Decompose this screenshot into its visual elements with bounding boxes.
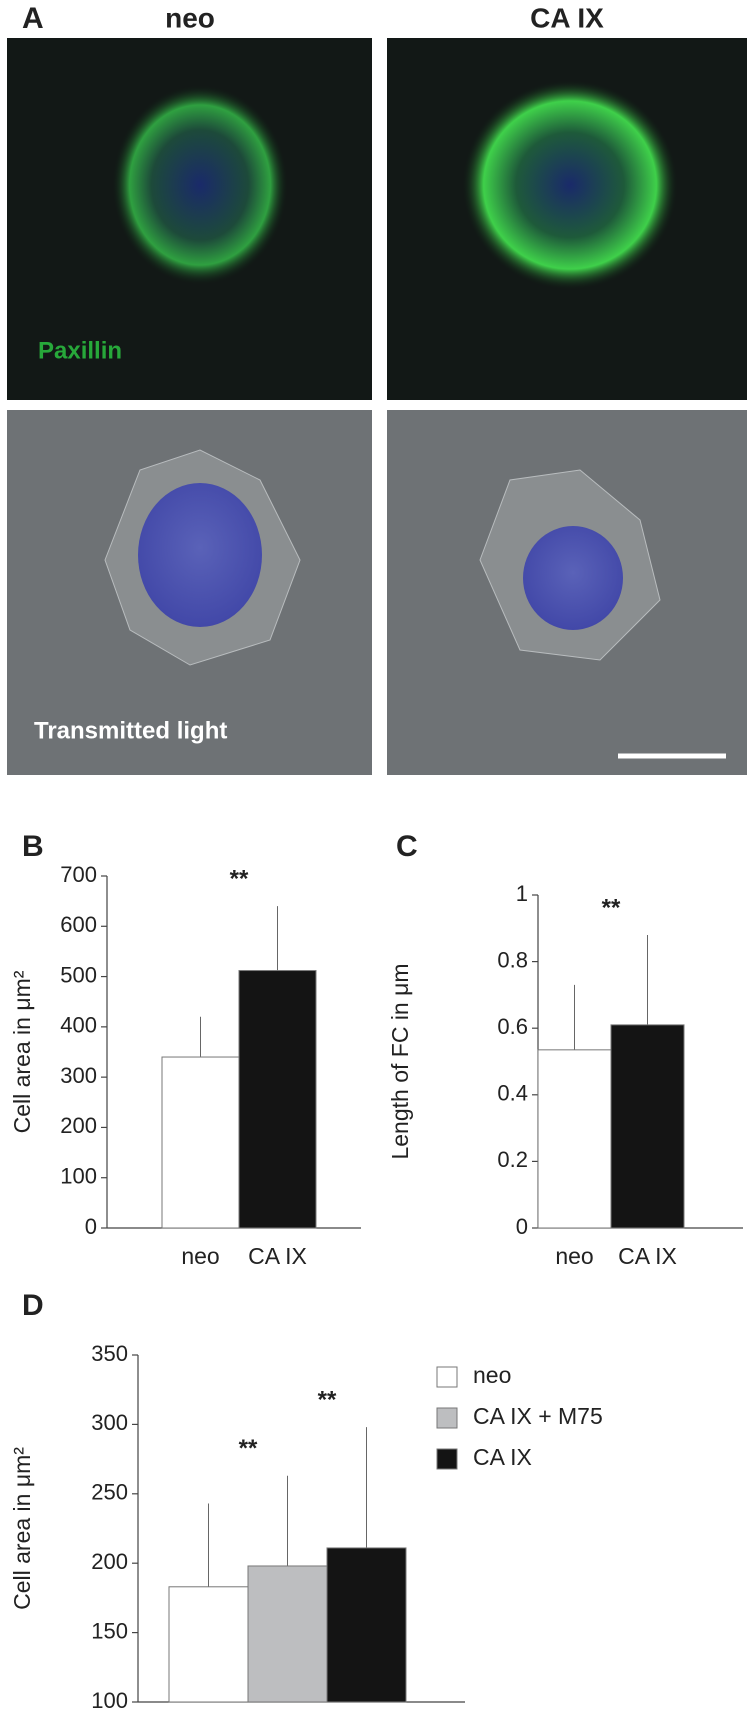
y-tick-label: 300 (91, 1410, 128, 1435)
y-axis-label: Cell area in μm² (9, 970, 35, 1133)
y-tick-label: 0 (85, 1214, 97, 1239)
x-tick-label: neo (181, 1243, 219, 1269)
channel-label: Transmitted light (34, 717, 227, 744)
panel-label: D (22, 1289, 44, 1322)
legend-label: neo (473, 1362, 511, 1388)
legend-swatch (436, 1407, 458, 1429)
panel-label: B (22, 830, 44, 863)
y-axis-label: Length of FC in μm (387, 963, 413, 1159)
legend-swatch (436, 1366, 458, 1388)
panel-label: A (22, 2, 44, 35)
stain-label: Paxillin (38, 337, 122, 364)
bar (238, 970, 317, 1229)
cell (112, 85, 288, 285)
y-axis-label: Cell area in μm² (9, 1447, 35, 1610)
y-tick-label: 0.2 (497, 1147, 528, 1172)
y-tick-label: 1 (516, 881, 528, 906)
significance: ** (318, 1387, 337, 1414)
y-tick-label: 200 (91, 1549, 128, 1574)
y-tick-label: 100 (60, 1164, 97, 1189)
nucleus (523, 526, 623, 630)
panel-label: C (396, 830, 418, 863)
y-tick-label: 400 (60, 1013, 97, 1038)
legend-label: CA IX (473, 1444, 532, 1470)
x-tick-label: CA IX (248, 1243, 307, 1269)
bar (168, 1586, 249, 1703)
y-tick-label: 600 (60, 912, 97, 937)
column-label: CA IX (530, 2, 604, 33)
y-tick-label: 350 (91, 1341, 128, 1366)
significance: ** (230, 866, 249, 893)
bar (247, 1565, 328, 1703)
bar (326, 1547, 407, 1703)
bar (537, 1049, 612, 1229)
y-tick-label: 300 (60, 1063, 97, 1088)
y-tick-label: 150 (91, 1618, 128, 1643)
cell (462, 80, 678, 290)
bar (610, 1024, 685, 1229)
nucleus (138, 483, 262, 627)
y-tick-label: 0.6 (497, 1014, 528, 1039)
legend-label: CA IX + M75 (473, 1403, 603, 1429)
significance: ** (239, 1435, 258, 1462)
column-label: neo (165, 2, 215, 33)
y-tick-label: 700 (60, 862, 97, 887)
significance: ** (602, 894, 621, 921)
y-tick-label: 0.4 (497, 1081, 528, 1106)
bar (161, 1056, 240, 1229)
y-tick-label: 0.8 (497, 947, 528, 972)
x-tick-label: CA IX (618, 1243, 677, 1269)
y-tick-label: 200 (60, 1113, 97, 1138)
y-tick-label: 250 (91, 1480, 128, 1505)
x-tick-label: neo (555, 1243, 593, 1269)
y-tick-label: 0 (516, 1214, 528, 1239)
y-tick-label: 500 (60, 962, 97, 987)
y-tick-label: 100 (91, 1688, 128, 1713)
legend-swatch (436, 1448, 458, 1470)
